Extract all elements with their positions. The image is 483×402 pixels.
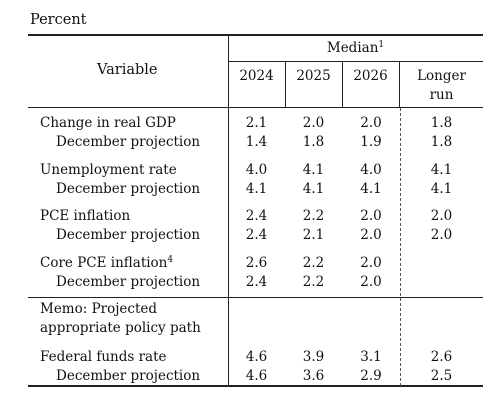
memo-line1: Memo: Projected	[40, 301, 158, 317]
row-3-label-text: Core PCE inflation	[40, 255, 168, 271]
row-3-value-2025: 2.2	[302, 255, 325, 271]
row-0-december-value-2024: 1.4	[245, 134, 268, 150]
federal-funds-rate-value-2025: 3.9	[302, 349, 325, 365]
federal-funds-rate-label-text: Federal funds rate	[40, 349, 167, 365]
federal-funds-rate-december-label: December projection	[56, 367, 200, 385]
units-label: Percent	[30, 12, 87, 28]
federal-funds-rate-december-value-2026: 2.9	[360, 368, 382, 384]
bottom-rule	[28, 385, 483, 387]
row-0-value-2026: 2.0	[360, 115, 382, 131]
median-underline	[228, 61, 483, 62]
row-3-footnote: 4	[167, 255, 174, 265]
column-divider-2026	[399, 61, 400, 107]
row-2-label: PCE inflation	[40, 207, 130, 225]
longer-run-dashed-divider	[400, 108, 401, 386]
year-2026-header: 2026	[353, 68, 388, 84]
federal-funds-rate-value-2024: 4.6	[245, 349, 268, 365]
row-1-value-2025: 4.1	[302, 162, 325, 178]
row-3-december-value-2026: 2.0	[360, 274, 382, 290]
row-1-december-value-2024: 4.1	[245, 181, 268, 197]
row-2-december-label-text: December projection	[56, 227, 201, 243]
top-rule	[28, 34, 483, 36]
row-1-label: Unemployment rate	[40, 161, 177, 179]
federal-funds-rate-december-value-2024: 4.6	[245, 368, 268, 384]
row-3-label: Core PCE inflation4	[40, 254, 173, 272]
row-2-december-label: December projection	[56, 226, 200, 244]
longer-run-header-line1: Longer	[417, 68, 466, 84]
federal-funds-rate-label: Federal funds rate	[40, 348, 167, 366]
row-2-december-value-2026: 2.0	[360, 227, 382, 243]
row-0-value-longer-run: 1.8	[430, 115, 453, 131]
row-0-december-value-2026: 1.9	[360, 134, 382, 150]
row-1-december-value-2026: 4.1	[360, 181, 382, 197]
median-header: Median1	[228, 39, 483, 57]
row-3-december-label-text: December projection	[56, 274, 201, 290]
row-3-december-value-2025: 2.2	[302, 274, 325, 290]
variable-header: Variable	[97, 62, 158, 78]
row-0-value-2024: 2.1	[245, 115, 268, 131]
row-0-label: Change in real GDP	[40, 114, 176, 132]
row-1-value-2024: 4.0	[245, 162, 268, 178]
longer-run-header-line2: run	[429, 87, 454, 103]
row-2-value-2026: 2.0	[360, 208, 382, 224]
row-3-value-2026: 2.0	[360, 255, 382, 271]
row-0-december-value-longer-run: 1.8	[430, 134, 453, 150]
row-0-december-label-text: December projection	[56, 134, 201, 150]
row-1-december-value-2025: 4.1	[302, 181, 325, 197]
row-1-december-label: December projection	[56, 180, 200, 198]
row-0-december-label: December projection	[56, 133, 200, 151]
federal-funds-rate-value-longer-run: 2.6	[430, 349, 453, 365]
federal-funds-rate-value-2026: 3.1	[360, 349, 382, 365]
median-footnote: 1	[378, 40, 385, 50]
row-2-value-2025: 2.2	[302, 208, 325, 224]
header-rule	[28, 107, 483, 108]
federal-funds-rate-december-value-longer-run: 2.5	[430, 368, 453, 384]
year-2025-header: 2025	[296, 68, 331, 84]
row-3-december-value-2024: 2.4	[245, 274, 268, 290]
row-2-december-value-2025: 2.1	[302, 227, 325, 243]
column-divider-variable	[228, 34, 229, 387]
column-divider-2024	[285, 61, 286, 107]
row-1-label-text: Unemployment rate	[40, 162, 177, 178]
row-2-value-longer-run: 2.0	[430, 208, 453, 224]
row-1-december-label-text: December projection	[56, 181, 201, 197]
row-2-december-value-longer-run: 2.0	[430, 227, 453, 243]
median-label: Median	[326, 40, 379, 56]
row-0-value-2025: 2.0	[302, 115, 325, 131]
row-3-value-2024: 2.6	[245, 255, 268, 271]
row-2-label-text: PCE inflation	[40, 208, 131, 224]
memo-rule	[28, 297, 483, 298]
row-0-december-value-2025: 1.8	[302, 134, 325, 150]
row-1-value-longer-run: 4.1	[430, 162, 453, 178]
row-2-value-2024: 2.4	[245, 208, 268, 224]
federal-funds-rate-december-value-2025: 3.6	[302, 368, 325, 384]
year-2024-header: 2024	[239, 68, 274, 84]
federal-funds-rate-december-label-text: December projection	[56, 368, 201, 384]
row-2-december-value-2024: 2.4	[245, 227, 268, 243]
row-0-label-text: Change in real GDP	[40, 115, 176, 131]
memo-line2: appropriate policy path	[40, 320, 201, 336]
row-1-december-value-longer-run: 4.1	[430, 181, 453, 197]
column-divider-2025	[342, 61, 343, 107]
row-3-december-label: December projection	[56, 273, 200, 291]
row-1-value-2026: 4.0	[360, 162, 382, 178]
